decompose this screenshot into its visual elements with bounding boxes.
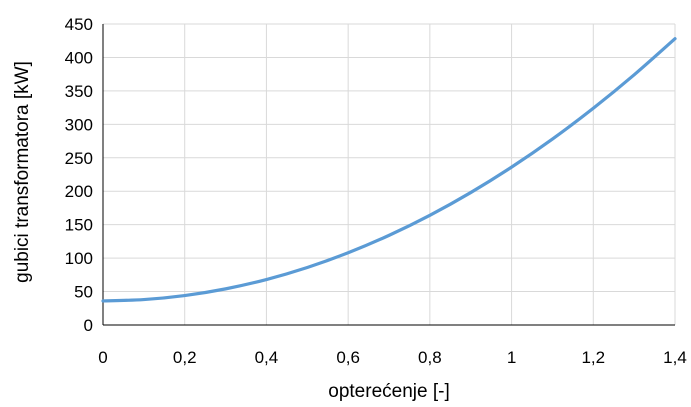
- y-tick-label: 250: [65, 149, 93, 168]
- y-tick-label: 150: [65, 216, 93, 235]
- axes: [102, 24, 675, 326]
- y-tick-label: 0: [84, 316, 93, 335]
- y-axis-label: gubici transformatora [kW]: [12, 61, 33, 283]
- y-tick-label: 300: [65, 115, 93, 134]
- x-axis-label: opterećenje [-]: [328, 381, 449, 402]
- x-tick-label: 1,2: [581, 348, 605, 367]
- y-tick-labels: 0 50 100 150 200 250 300 350 400 450: [65, 15, 93, 335]
- y-tick-label: 400: [65, 48, 93, 67]
- y-tick-label: 450: [65, 15, 93, 34]
- y-tick-label: 100: [65, 249, 93, 268]
- series-line: [101, 37, 677, 303]
- x-tick-label: 1,4: [663, 348, 687, 367]
- x-tick-label: 0: [98, 348, 107, 367]
- x-tick-label: 0,4: [255, 348, 279, 367]
- x-tick-label: 0,2: [173, 348, 197, 367]
- gridlines: [103, 23, 676, 325]
- x-tick-label: 1: [507, 348, 516, 367]
- x-tick-labels: 0 0,2 0,4 0,6 0,8 1 1,2 1,4: [98, 348, 687, 367]
- y-tick-label: 200: [65, 182, 93, 201]
- y-tick-label: 350: [65, 82, 93, 101]
- x-tick-label: 0,8: [418, 348, 442, 367]
- series-layer: [101, 37, 677, 303]
- y-tick-label: 50: [74, 283, 93, 302]
- x-tick-label: 0,6: [336, 348, 360, 367]
